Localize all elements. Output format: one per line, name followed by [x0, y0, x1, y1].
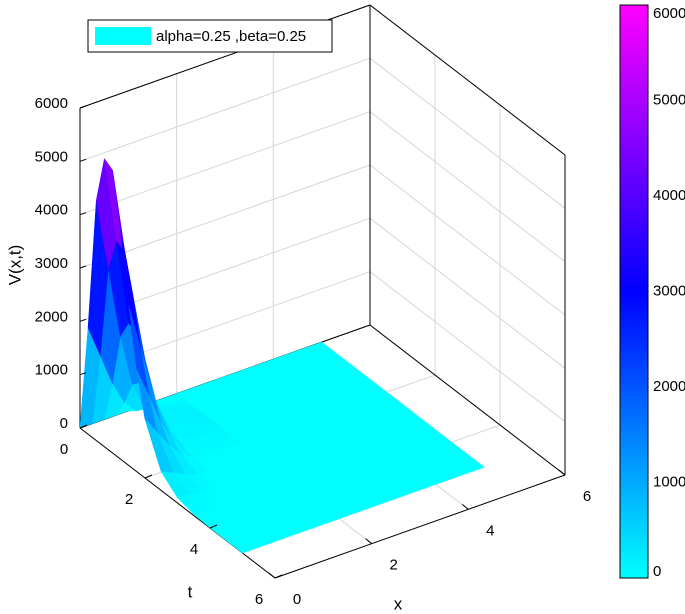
t-axis-label: t [188, 582, 193, 601]
colorbar-tick-label: 6000 [653, 5, 685, 22]
z-tick-label: 1000 [35, 362, 68, 379]
axis-box-edge [369, 324, 566, 476]
z-tick-label: 6000 [35, 95, 68, 112]
grid-line [79, 57, 371, 162]
colorbar-tick-label: 5000 [653, 91, 685, 108]
grid-line [369, 271, 566, 423]
x-tick [365, 538, 372, 545]
x-tick-label: 4 [486, 522, 494, 539]
z-tick [79, 212, 87, 216]
z-tick-label: 2000 [35, 308, 68, 325]
x-tick-label: 6 [583, 488, 591, 505]
z-tick [79, 318, 87, 322]
colorbar-tick-label: 3000 [653, 282, 685, 299]
legend-label: alpha=0.25 ,beta=0.25 [156, 28, 306, 45]
colorbar-tick-label: 4000 [653, 187, 685, 204]
t-tick [209, 524, 218, 529]
t-tick-label: 6 [255, 591, 263, 608]
colorbar-tick-label: 2000 [653, 378, 685, 395]
z-tick [79, 158, 87, 162]
t-tick [79, 424, 88, 429]
z-tick-label: 4000 [35, 202, 68, 219]
z-tick [79, 372, 87, 376]
x-axis-label: x [394, 594, 403, 613]
x-tick-label: 0 [293, 591, 301, 608]
grid-line [79, 111, 371, 216]
t-tick [274, 574, 283, 579]
grid-line [369, 217, 566, 369]
x-tick [462, 503, 469, 510]
grid-line [369, 57, 566, 209]
t-tick-label: 4 [190, 541, 198, 558]
z-tick [79, 265, 87, 269]
t-tick-label: 2 [125, 491, 133, 508]
colorbar-tick-label: 0 [653, 563, 661, 580]
grid-line [79, 164, 371, 269]
x-tick-label: 2 [389, 557, 397, 574]
t-tick [144, 474, 153, 479]
t-tick-label: 0 [60, 441, 68, 458]
x-tick [268, 572, 276, 579]
surface-cell [209, 523, 256, 554]
grid-line [369, 164, 566, 316]
colorbar [619, 4, 649, 579]
colorbar-tick-label: 1000 [653, 473, 685, 490]
legend-swatch [95, 27, 151, 45]
grid-line [369, 111, 566, 263]
x-tick [558, 469, 566, 476]
z-tick-label: 0 [60, 415, 68, 432]
z-tick [79, 105, 87, 109]
z-tick-label: 5000 [35, 148, 68, 165]
z-axis-label: V(x,t) [5, 245, 24, 286]
axis-box-edge [274, 474, 566, 579]
axis-box-edge [369, 4, 566, 156]
z-tick-label: 3000 [35, 255, 68, 272]
